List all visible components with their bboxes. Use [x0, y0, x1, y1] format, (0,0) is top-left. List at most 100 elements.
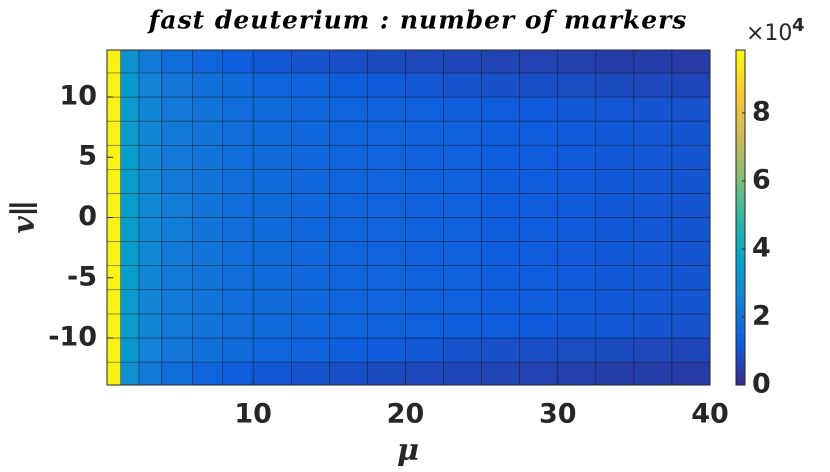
cell [291, 361, 330, 386]
cell [595, 144, 635, 170]
cell [106, 169, 121, 194]
cell [671, 337, 711, 363]
cell [519, 169, 558, 194]
colorbar-tick-label: 2 [752, 300, 771, 331]
colorbar-swatch [736, 118, 745, 124]
cell [329, 289, 368, 315]
cell [481, 193, 520, 218]
colorbar-swatch [736, 138, 745, 145]
cell [519, 265, 558, 291]
cell [633, 96, 673, 122]
cell [557, 144, 597, 170]
cell [161, 96, 193, 122]
cell [138, 217, 163, 242]
colorbar-swatch [736, 128, 745, 135]
colorbar-swatch [736, 50, 745, 56]
cell [367, 169, 406, 194]
x-axis-label: μ [397, 433, 419, 468]
cell [192, 49, 223, 74]
colorbar-swatch [736, 180, 745, 187]
cell [329, 49, 368, 74]
cell [557, 193, 597, 218]
cell [106, 313, 121, 339]
cell [222, 265, 254, 291]
cell [192, 241, 223, 266]
cell [291, 169, 330, 194]
cell [138, 169, 163, 194]
colorbar-swatch [736, 243, 745, 250]
cell [138, 313, 163, 339]
y-tick-label: 0 [78, 201, 97, 232]
cell [120, 169, 140, 194]
cell [595, 337, 635, 363]
colorbar-tick-label: 6 [752, 164, 771, 195]
cell [120, 72, 140, 98]
cell [106, 337, 121, 363]
cell [633, 337, 673, 363]
cell [222, 361, 254, 386]
y-axis-label: v∥ [7, 200, 42, 233]
cell [192, 169, 223, 194]
cell [557, 337, 597, 363]
cell [161, 144, 193, 170]
colorbar-swatch [736, 296, 745, 302]
cell [671, 49, 711, 74]
cell [291, 313, 330, 339]
cell [671, 289, 711, 315]
cell [557, 241, 597, 266]
cell [252, 120, 292, 146]
colorbar-swatch [736, 76, 745, 82]
cell [595, 169, 635, 194]
cell [405, 96, 444, 122]
cell [443, 169, 482, 194]
cell [120, 120, 140, 146]
cell [138, 337, 163, 363]
x-tick-label: 10 [234, 399, 272, 430]
colorbar-swatch [736, 165, 745, 171]
cell [405, 120, 444, 146]
x-tick-label: 40 [691, 399, 729, 430]
colorbar-tick-label: 8 [752, 96, 771, 127]
cell [671, 313, 711, 339]
y-tick-label: -5 [67, 261, 97, 292]
colorbar-swatch [736, 358, 745, 365]
cell [329, 96, 368, 122]
cell [106, 289, 121, 315]
cell [443, 217, 482, 242]
cell [481, 313, 520, 339]
cell [671, 265, 711, 291]
cell [633, 361, 673, 386]
colorbar-swatch [736, 217, 745, 224]
cell [106, 217, 121, 242]
cell [161, 49, 193, 74]
cell [519, 313, 558, 339]
cell [329, 313, 368, 339]
cell [671, 241, 711, 266]
colorbar-swatch [736, 337, 745, 344]
cell [557, 72, 597, 98]
cell [106, 241, 121, 266]
colorbar-swatch [736, 65, 745, 72]
cell [595, 217, 635, 242]
colorbar-swatch [736, 81, 745, 88]
cell [671, 193, 711, 218]
cell [252, 337, 292, 363]
cell [329, 72, 368, 98]
cell [633, 289, 673, 315]
cell [595, 72, 635, 98]
cell [252, 49, 292, 74]
colorbar-swatch [736, 97, 745, 103]
cell [595, 193, 635, 218]
cell [222, 120, 254, 146]
colorbar-swatch [736, 207, 745, 213]
cell [252, 217, 292, 242]
chart-title: fast deuterium : number of markers [147, 6, 688, 35]
cell [192, 337, 223, 363]
colorbar-exponent: 4 [792, 15, 805, 36]
colorbar-swatch [736, 191, 745, 198]
cell [161, 265, 193, 291]
cell [367, 217, 406, 242]
cell [405, 337, 444, 363]
cell [595, 265, 635, 291]
cell [222, 72, 254, 98]
